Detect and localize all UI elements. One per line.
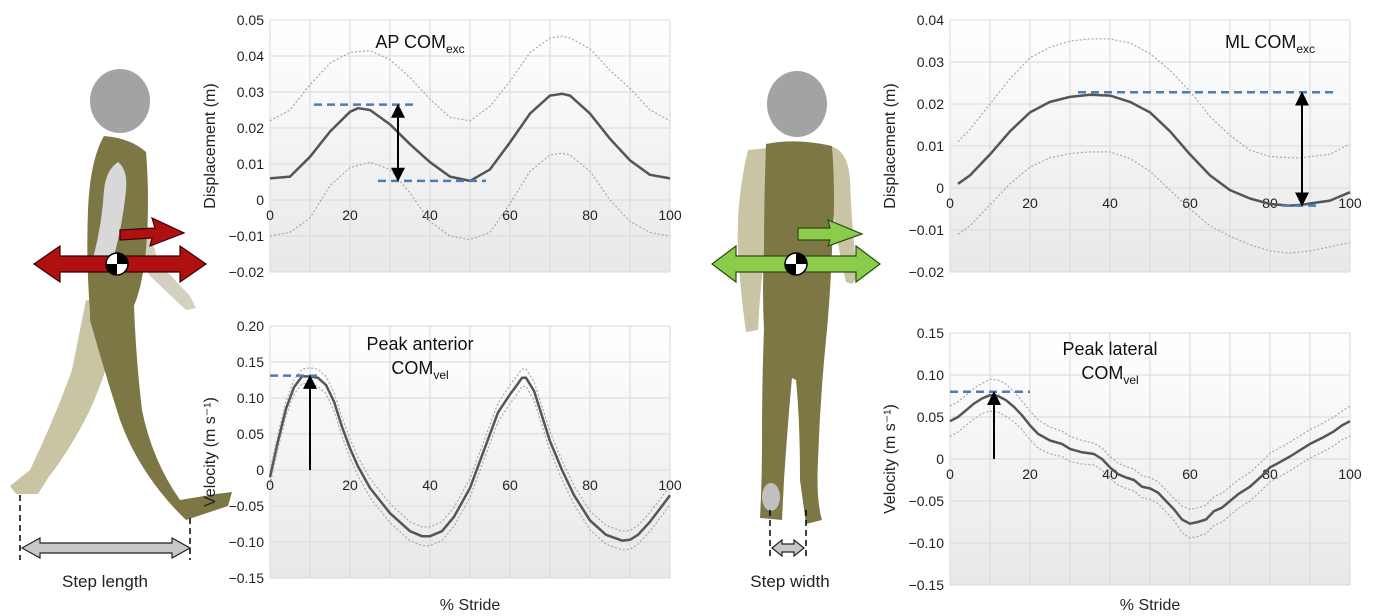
x-tick-label: 0	[946, 195, 954, 211]
y-tick-label: 0.02	[917, 96, 944, 112]
y-tick-label: 0	[936, 451, 944, 467]
ml-velocity-chart: 0.150.100.050−0.05−0.10−0.150 20 40 60 80 100…	[882, 325, 1362, 614]
x-tick-label: 100	[658, 477, 682, 493]
x-tick-label: 40	[422, 207, 438, 223]
chart-title: ML COMexc	[1225, 32, 1315, 56]
x-tick-label: 60	[1182, 466, 1198, 482]
sd-line-lower	[949, 410, 1351, 539]
y-tick-label: −0.10	[229, 534, 265, 550]
y-tick-label: 0.05	[237, 12, 264, 28]
y-tick-label: −0.15	[909, 577, 945, 593]
x-tick-label: 100	[1338, 195, 1362, 211]
y-tick-label: 0.04	[237, 48, 264, 64]
mean-line	[268, 375, 672, 542]
x-tick-label: 20	[342, 477, 358, 493]
ap-velocity-chart: 0.200.150.100.050−0.05−0.10−0.150 20 40 60 8…	[202, 318, 682, 614]
x-tick-label: 40	[1102, 195, 1118, 211]
sd-line-lower	[269, 152, 671, 241]
ap-displacement-chart: 0.050.040.030.020.010−0.01−0.020 20 40 60 80…	[202, 12, 682, 280]
y-tick-label: −0.10	[909, 535, 945, 551]
head	[767, 71, 827, 137]
chart-title-line: Peak anterior	[366, 334, 473, 354]
y-axis-label: Velocity (m s⁻¹)	[202, 397, 219, 507]
sd-line-lower	[957, 151, 1351, 254]
standing-figure-frontal: Step width	[711, 71, 881, 591]
y-axis-label: Displacement (m)	[882, 83, 899, 208]
x-tick-label: 100	[658, 207, 682, 223]
chart-title: COMvel	[1081, 363, 1138, 387]
y-tick-label: 0.03	[917, 54, 944, 70]
near-arm	[92, 162, 127, 270]
x-tick-label: 100	[1338, 466, 1362, 482]
body	[760, 141, 834, 524]
foot-icon	[762, 483, 780, 511]
step-width-label: Step width	[750, 572, 829, 591]
y-tick-label: −0.02	[229, 264, 265, 280]
com-marker-icon	[784, 252, 808, 276]
y-tick-label: −0.05	[909, 493, 945, 509]
x-tick-label: 0	[946, 466, 954, 482]
x-tick-label: 80	[582, 207, 598, 223]
sd-line-upper	[269, 35, 671, 122]
y-tick-label: 0.20	[237, 318, 264, 334]
y-tick-label: 0	[256, 192, 264, 208]
y-tick-label: −0.01	[909, 222, 945, 238]
y-tick-label: 0.10	[917, 367, 944, 383]
head	[90, 69, 150, 133]
x-tick-label: 80	[582, 477, 598, 493]
y-tick-label: 0	[936, 180, 944, 196]
ml-sideways-arrow	[797, 218, 864, 247]
x-tick-label: 60	[502, 207, 518, 223]
y-tick-label: 0	[256, 462, 264, 478]
mean-line	[949, 393, 1351, 525]
y-tick-label: 0.05	[917, 409, 944, 425]
right-arm	[830, 146, 858, 284]
y-tick-label: 0.15	[917, 325, 944, 341]
chart-title-line: Peak lateral	[1062, 339, 1157, 359]
y-tick-label: 0.15	[237, 354, 264, 370]
x-axis-label: % Stride	[440, 597, 501, 614]
chart-title: COMvel	[391, 358, 448, 382]
y-tick-label: 0.10	[237, 390, 264, 406]
chart-title: AP COMexc	[375, 32, 464, 56]
left-arm	[737, 148, 769, 332]
y-tick-label: −0.01	[229, 228, 265, 244]
y-tick-label: 0.02	[237, 120, 264, 136]
walking-figure-sagittal: Step length	[10, 69, 232, 591]
step-width-arrow	[771, 538, 805, 558]
y-axis-label: Velocity (m s⁻¹)	[882, 404, 899, 514]
step-length-arrow	[20, 536, 192, 560]
y-tick-label: 0.05	[237, 426, 264, 442]
ap-forward-arrow	[119, 216, 186, 247]
step-length-label: Step length	[62, 572, 148, 591]
x-tick-label: 20	[342, 207, 358, 223]
y-tick-label: −0.02	[909, 264, 945, 280]
y-tick-label: 0.01	[917, 138, 944, 154]
sd-line-upper	[949, 378, 1351, 510]
x-tick-label: 20	[1022, 466, 1038, 482]
x-tick-label: 0	[266, 477, 274, 493]
y-tick-label: 0.01	[237, 156, 264, 172]
com-marker-icon	[105, 252, 129, 276]
near-leg	[90, 300, 232, 520]
y-tick-label: 0.04	[917, 12, 944, 28]
y-tick-label: −0.15	[229, 570, 265, 586]
x-tick-label: 60	[502, 477, 518, 493]
y-tick-label: 0.03	[237, 84, 264, 100]
x-tick-label: 20	[1022, 195, 1038, 211]
far-leg	[10, 300, 124, 494]
y-tick-label: −0.05	[229, 498, 265, 514]
x-tick-label: 0	[266, 207, 274, 223]
y-axis-label: Displacement (m)	[202, 83, 219, 208]
x-tick-label: 60	[1182, 195, 1198, 211]
ml-displacement-chart: 0.040.030.020.010−0.01−0.020 20 40 60 80 100M…	[882, 12, 1362, 280]
x-tick-label: 40	[422, 477, 438, 493]
x-axis-label: % Stride	[1120, 597, 1181, 614]
